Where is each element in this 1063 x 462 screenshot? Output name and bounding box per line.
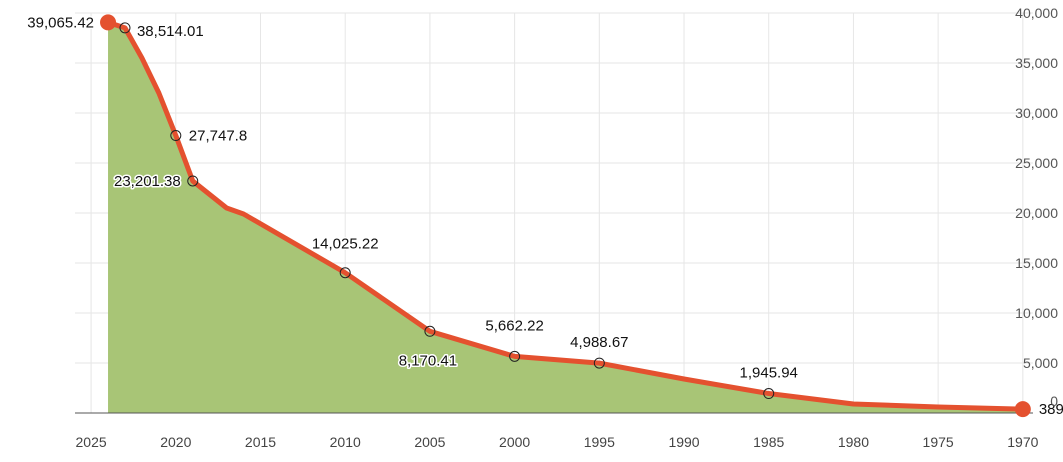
y-tick-label: 40,000 [1015,5,1058,21]
series-area [108,22,1023,413]
data-point-2005 [424,325,436,337]
x-tick-label: 1975 [923,434,954,450]
y-tick-label: 25,000 [1015,155,1058,171]
endpoint-marker-1970 [1014,401,1031,418]
data-point-1995 [593,357,605,369]
data-label-1970: 389.16 [1039,401,1063,418]
series-line [105,19,1026,412]
y-tick-label: 5,000 [1023,355,1058,371]
x-tick-label: 1970 [1007,434,1038,450]
data-label-2000: 5,662.22 [485,317,543,334]
x-tick-label: 2000 [499,434,530,450]
data-label-2010: 14,025.22 [312,236,379,253]
y-tick-label: 20,000 [1015,205,1058,221]
data-point-1985 [763,388,775,400]
data-point-2020 [170,130,182,142]
x-tick-label: 2025 [76,434,107,450]
y-tick-labels: 0 5,000 10,000 15,000 20,000 25,000 30,000 35,0… [1015,5,1058,409]
x-tick-label: 1980 [838,434,869,450]
x-tick-label: 1995 [584,434,615,450]
data-point-2023 [119,22,131,34]
data-point-2019 [187,175,199,187]
data-label-2023: 38,514.01 [137,23,204,40]
y-tick-label: 30,000 [1015,105,1058,121]
x-tick-label: 2005 [414,434,445,450]
x-tick-labels: 2025 2020 2015 2010 2005 2000 1995 1990 1985 1980… [76,434,1039,450]
data-label-1995: 4,988.67 [570,334,628,351]
data-points [100,14,1031,418]
x-tick-label: 2020 [160,434,191,450]
x-tick-label: 2015 [245,434,276,450]
y-tick-label: 0 [1050,393,1058,409]
x-tick-label: 1990 [668,434,699,450]
y-tick-label: 10,000 [1015,305,1058,321]
data-label-2024: 39,065.42 [27,14,94,31]
data-label-2005: 8,170.41 [399,352,457,369]
data-point-2010 [339,267,351,279]
data-label-2020: 27,747.8 [189,128,247,145]
data-label-1985: 1,945.94 [740,365,798,382]
x-tick-label: 2010 [330,434,361,450]
data-point-2000 [509,350,521,362]
y-tick-label: 35,000 [1015,55,1058,71]
data-label-2019: 23,201.38 [114,173,181,190]
endpoint-marker-2024 [100,14,117,31]
x-tick-label: 1985 [753,434,784,450]
data-labels: 39,065.42 38,514.01 27,747.8 23,201.38 14,02… [26,13,1063,420]
y-tick-label: 15,000 [1015,255,1058,271]
